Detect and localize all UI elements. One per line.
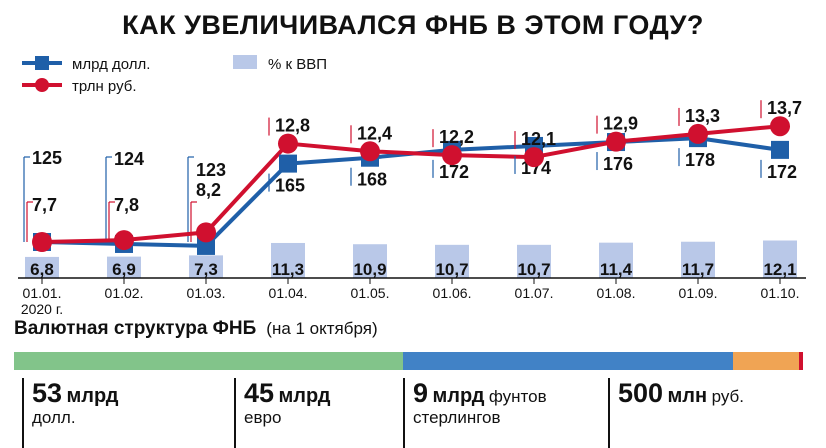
gbp-unit: млрд xyxy=(432,385,485,407)
gdp-value-label: 10,9 xyxy=(353,260,386,279)
rub-currency: руб. xyxy=(711,387,744,406)
x-tick-label: 01.01. xyxy=(23,285,62,301)
gdp-bar xyxy=(189,255,223,278)
rub-point xyxy=(114,230,134,251)
currency-structure-bar xyxy=(14,352,803,370)
rub-value-label: 12,2 xyxy=(439,127,474,147)
usd-value-label: 176 xyxy=(603,154,633,174)
gdp-bar xyxy=(353,244,387,278)
callout-gbp: 9 млрд фунтов стерлингов xyxy=(403,378,547,448)
eur-currency: евро xyxy=(244,408,282,427)
structure-note: (на 1 октября) xyxy=(266,319,378,338)
fnb-line-chart: млрд долл. % к ВВП трлн руб. 6,8 6,9 7,3 11,3 1… xyxy=(18,55,806,317)
gdp-bar xyxy=(763,240,797,278)
x-tick-label: 01.07. xyxy=(515,285,554,301)
segment-rub xyxy=(799,352,803,370)
legend-rub-label: трлн руб. xyxy=(72,78,137,95)
rub-point xyxy=(442,145,462,166)
x-tick-label: 01.04. xyxy=(269,285,308,301)
eur-amount: 45 xyxy=(244,378,275,408)
gdp-bar xyxy=(517,244,551,278)
x-tick-label: 01.09. xyxy=(679,285,718,301)
rub-series-line xyxy=(41,124,781,244)
legend-gdp-label: % к ВВП xyxy=(268,56,327,73)
gdp-value-label: 6,8 xyxy=(30,260,54,279)
rub-point xyxy=(278,133,298,154)
rub-point xyxy=(196,222,216,243)
usd-currency: долл. xyxy=(32,408,76,427)
usd-value-label: 168 xyxy=(357,170,387,190)
legend-rub-marker xyxy=(35,78,49,92)
gdp-value-label: 10,7 xyxy=(517,260,550,279)
rub-point xyxy=(606,131,626,152)
x-tick-label: 01.06. xyxy=(433,285,472,301)
gdp-bar xyxy=(599,242,633,278)
gdp-bar xyxy=(681,241,715,278)
gbp-currency-line2: стерлингов xyxy=(413,408,501,427)
segment-usd xyxy=(14,352,403,370)
x-year-note: 2020 г. xyxy=(21,301,63,317)
rub-value-label: 12,9 xyxy=(603,114,638,134)
rub-value-label: 7,8 xyxy=(114,195,139,215)
gdp-value-label: 12,1 xyxy=(763,260,796,279)
callout-rub: 500 млн руб. xyxy=(608,378,744,448)
rub-point xyxy=(524,147,544,168)
eur-unit: млрд xyxy=(278,385,331,407)
segment-gbp xyxy=(733,352,800,370)
gdp-bar xyxy=(271,242,305,278)
usd-value-label: 165 xyxy=(275,176,305,196)
rub-amount: 500 xyxy=(618,378,664,408)
x-tick-label: 01.05. xyxy=(351,285,390,301)
callout-eur: 45 млрд евро xyxy=(234,378,330,448)
rub-point xyxy=(770,116,790,137)
x-tick-label: 01.02. xyxy=(105,285,144,301)
usd-value-label: 124 xyxy=(114,149,144,169)
rub-value-label: 12,8 xyxy=(275,116,310,136)
usd-value-label: 125 xyxy=(32,148,62,168)
rub-value-label: 8,2 xyxy=(196,180,221,200)
gdp-value-label: 10,7 xyxy=(435,260,468,279)
rub-value-label: 13,7 xyxy=(767,98,802,118)
gdp-value-label: 11,7 xyxy=(682,260,714,279)
rub-value-label: 13,3 xyxy=(685,106,720,126)
x-tick-label: 01.10. xyxy=(761,285,800,301)
segment-eur xyxy=(402,352,734,370)
usd-value-label: 172 xyxy=(439,162,469,182)
rub-value-label: 12,1 xyxy=(521,129,556,149)
legend-usd-label: млрд долл. xyxy=(72,56,150,73)
legend-usd-marker xyxy=(35,56,49,70)
gdp-value-label: 7,3 xyxy=(194,260,218,279)
gdp-value-label: 6,9 xyxy=(112,260,136,279)
gdp-bar xyxy=(25,256,59,278)
usd-value-label: 178 xyxy=(685,150,715,170)
rub-value-label: 7,7 xyxy=(32,195,57,215)
structure-title-text: Валютная структура ФНБ xyxy=(14,318,257,339)
gdp-value-label: 11,3 xyxy=(272,260,304,279)
chart-title: КАК УВЕЛИЧИВАЛСЯ ФНБ В ЭТОМ ГОДУ? xyxy=(122,10,704,40)
rub-value-label: 12,4 xyxy=(357,123,392,143)
usd-point xyxy=(279,154,297,173)
rub-point xyxy=(688,123,708,144)
x-tick-label: 01.03. xyxy=(187,285,226,301)
usd-value-label: 172 xyxy=(767,162,797,182)
rub-point xyxy=(360,141,380,162)
structure-title: Валютная структура ФНБ (на 1 октября) xyxy=(14,318,378,340)
gdp-value-label: 11,4 xyxy=(600,260,633,279)
gbp-amount: 9 xyxy=(413,378,429,408)
usd-amount: 53 xyxy=(32,378,63,408)
rub-point xyxy=(32,232,52,252)
x-tick-label: 01.08. xyxy=(597,285,636,301)
usd-point xyxy=(771,140,789,159)
legend-gdp-swatch xyxy=(233,55,257,69)
usd-unit: млрд xyxy=(66,385,119,407)
gdp-bar xyxy=(107,256,141,278)
gdp-bar xyxy=(435,244,469,278)
rub-unit: млн xyxy=(667,385,708,407)
usd-point xyxy=(197,236,215,255)
gbp-currency-line1: фунтов xyxy=(488,387,547,406)
callout-usd: 53 млрд долл. xyxy=(22,378,118,448)
usd-value-label: 123 xyxy=(196,160,226,180)
